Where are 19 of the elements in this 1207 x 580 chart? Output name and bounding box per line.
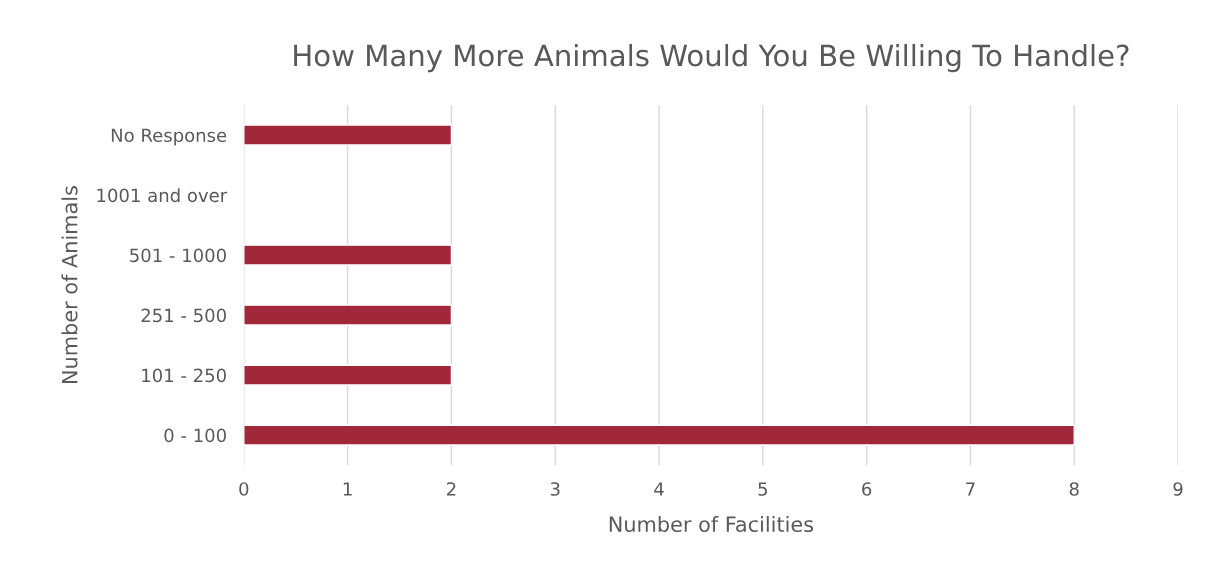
y-tick-label: No Response: [111, 128, 227, 146]
x-tick-label: 8: [1069, 482, 1079, 496]
chart-title: How Many More Animals Would You Be Willing To Handle?: [294, 43, 1129, 73]
y-tick-label: 1001 and over: [97, 188, 228, 203]
x-tick-label: 4: [654, 482, 664, 496]
x-tick-label: 3: [550, 482, 560, 496]
x-tick-label: 9: [1173, 482, 1183, 496]
x-tick-label: 1: [343, 482, 352, 496]
x-tick-label: 2: [447, 482, 456, 496]
y-tick-label: 251 - 500: [141, 308, 226, 323]
y-tick-label: 0 - 100: [164, 428, 226, 443]
y-tick-label: 101 - 250: [142, 368, 226, 383]
x-axis-title: Number of Facilities: [609, 515, 814, 533]
x-tick-label: 5: [758, 482, 767, 496]
x-tick-label: 0: [239, 482, 249, 496]
x-tick-label: 7: [966, 482, 975, 496]
x-tick-label: 6: [862, 482, 872, 496]
y-tick-label: 501 - 1000: [130, 248, 226, 263]
y-axis-title: Number of Animals: [61, 186, 78, 383]
